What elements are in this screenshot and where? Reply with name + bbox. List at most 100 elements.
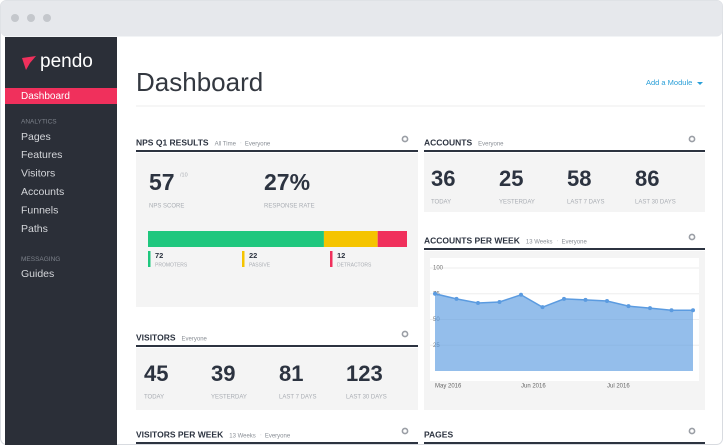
stat-value: 81 [279, 361, 303, 386]
filter-sep: · [556, 239, 558, 245]
card-filter[interactable]: Everyone [182, 337, 208, 343]
point [454, 296, 459, 301]
nps-segment [323, 231, 378, 247]
page-title: Dashboard [136, 67, 263, 97]
card-title: ACCOUNTS PER WEEK [424, 235, 521, 245]
settings-icon[interactable] [688, 135, 696, 143]
card-title: VISITORS PER WEEK [136, 429, 224, 439]
nps-count: 12 [337, 251, 345, 260]
active-item-bg [5, 88, 117, 104]
nps-score: 57 [149, 169, 175, 195]
accounts-card [424, 153, 705, 212]
settings-icon[interactable] [401, 330, 409, 338]
card-filter[interactable]: All Time [215, 142, 237, 148]
title-bar [0, 0, 723, 37]
card-filter[interactable]: 13 Weeks [526, 240, 553, 246]
point [433, 291, 437, 296]
nav-item[interactable]: Features [21, 149, 62, 161]
nav-item[interactable]: Visitors [21, 168, 55, 180]
nav-item[interactable]: Accounts [21, 186, 64, 198]
legend-tick [330, 251, 333, 267]
filter-sep: · [240, 141, 242, 147]
stat-value: 123 [346, 361, 383, 386]
area-fill [435, 293, 693, 371]
nps-segment [377, 231, 407, 247]
point [519, 292, 523, 297]
stat-value: 86 [635, 166, 659, 191]
point [605, 298, 609, 303]
stat-value: 45 [144, 361, 168, 386]
filter-sep: · [260, 433, 262, 439]
stat-label: RESPONSE RATE [264, 204, 315, 210]
settings-icon[interactable] [401, 135, 409, 143]
card-rule [424, 248, 705, 250]
card-title: VISITORS [136, 332, 176, 342]
point [476, 301, 480, 306]
nav-item-active[interactable]: Dashboard [21, 91, 70, 102]
nav-item[interactable]: Guides [21, 268, 54, 280]
nps-label: PASSIVE [249, 262, 271, 268]
sidebar [5, 37, 117, 445]
window-dot [11, 14, 19, 22]
card-rule [424, 150, 705, 152]
settings-icon[interactable] [688, 427, 696, 435]
nav-section: ANALYTICS [21, 119, 57, 126]
settings-icon[interactable] [401, 427, 409, 435]
point [669, 308, 674, 313]
stat-label: YESTERDAY [499, 200, 535, 206]
nav-item[interactable]: Pages [21, 131, 51, 143]
stat-value: 36 [431, 166, 455, 191]
stat-value: 25 [499, 166, 523, 191]
card-rule [424, 442, 705, 444]
nps-count: 72 [155, 251, 163, 260]
nav-section: MESSAGING [21, 256, 60, 263]
add-module[interactable]: Add a Module [646, 78, 692, 87]
stat-value: 58 [567, 166, 591, 191]
legend-tick [148, 251, 151, 267]
nps-suffix: /10 [180, 172, 188, 178]
card-title: PAGES [424, 429, 453, 439]
point [626, 304, 631, 309]
nps-count: 22 [249, 251, 257, 260]
card-title: ACCOUNTS [424, 137, 472, 147]
visitors-card [136, 348, 418, 410]
point [497, 299, 502, 304]
x-tick-label: May 2016 [435, 384, 462, 390]
point [648, 306, 652, 311]
stat-label: YESTERDAY [211, 395, 247, 401]
card-rule [136, 150, 418, 152]
nps-label: DETRACTORS [337, 262, 372, 268]
nav-item[interactable]: Paths [21, 223, 48, 235]
nps-segment [148, 231, 324, 247]
settings-icon[interactable] [688, 233, 696, 241]
caret [697, 82, 703, 85]
stat-label: LAST 30 DAYS [635, 200, 676, 206]
nav-item[interactable]: Funnels [21, 204, 58, 216]
x-tick-label: Jun 2016 [521, 384, 546, 390]
response-rate: 27% [264, 169, 310, 195]
card-rule [136, 442, 418, 444]
point [583, 297, 588, 302]
stat-label: NPS SCORE [149, 204, 184, 210]
stat-value: 39 [211, 361, 235, 386]
card-filter[interactable]: 13 Weeks [229, 434, 256, 440]
card-filter[interactable]: Everyone [265, 434, 291, 440]
stat-label: TODAY [431, 200, 451, 206]
point [562, 296, 566, 301]
nps-label: PROMOTERS [155, 262, 188, 268]
nps-card [136, 153, 418, 307]
point [540, 305, 545, 310]
card-filter[interactable]: Everyone [478, 142, 504, 148]
card-filter[interactable]: Everyone [245, 142, 271, 148]
window-dot [27, 14, 35, 22]
brand-icon [22, 56, 36, 70]
point [691, 308, 695, 313]
stat-label: TODAY [144, 395, 164, 401]
brand: pendo [40, 51, 93, 72]
card-title: NPS Q1 RESULTS [136, 137, 209, 147]
card-filter[interactable]: Everyone [561, 240, 587, 246]
window-dot [43, 14, 51, 22]
stat-label: LAST 7 DAYS [567, 200, 604, 206]
card-rule [136, 345, 418, 347]
